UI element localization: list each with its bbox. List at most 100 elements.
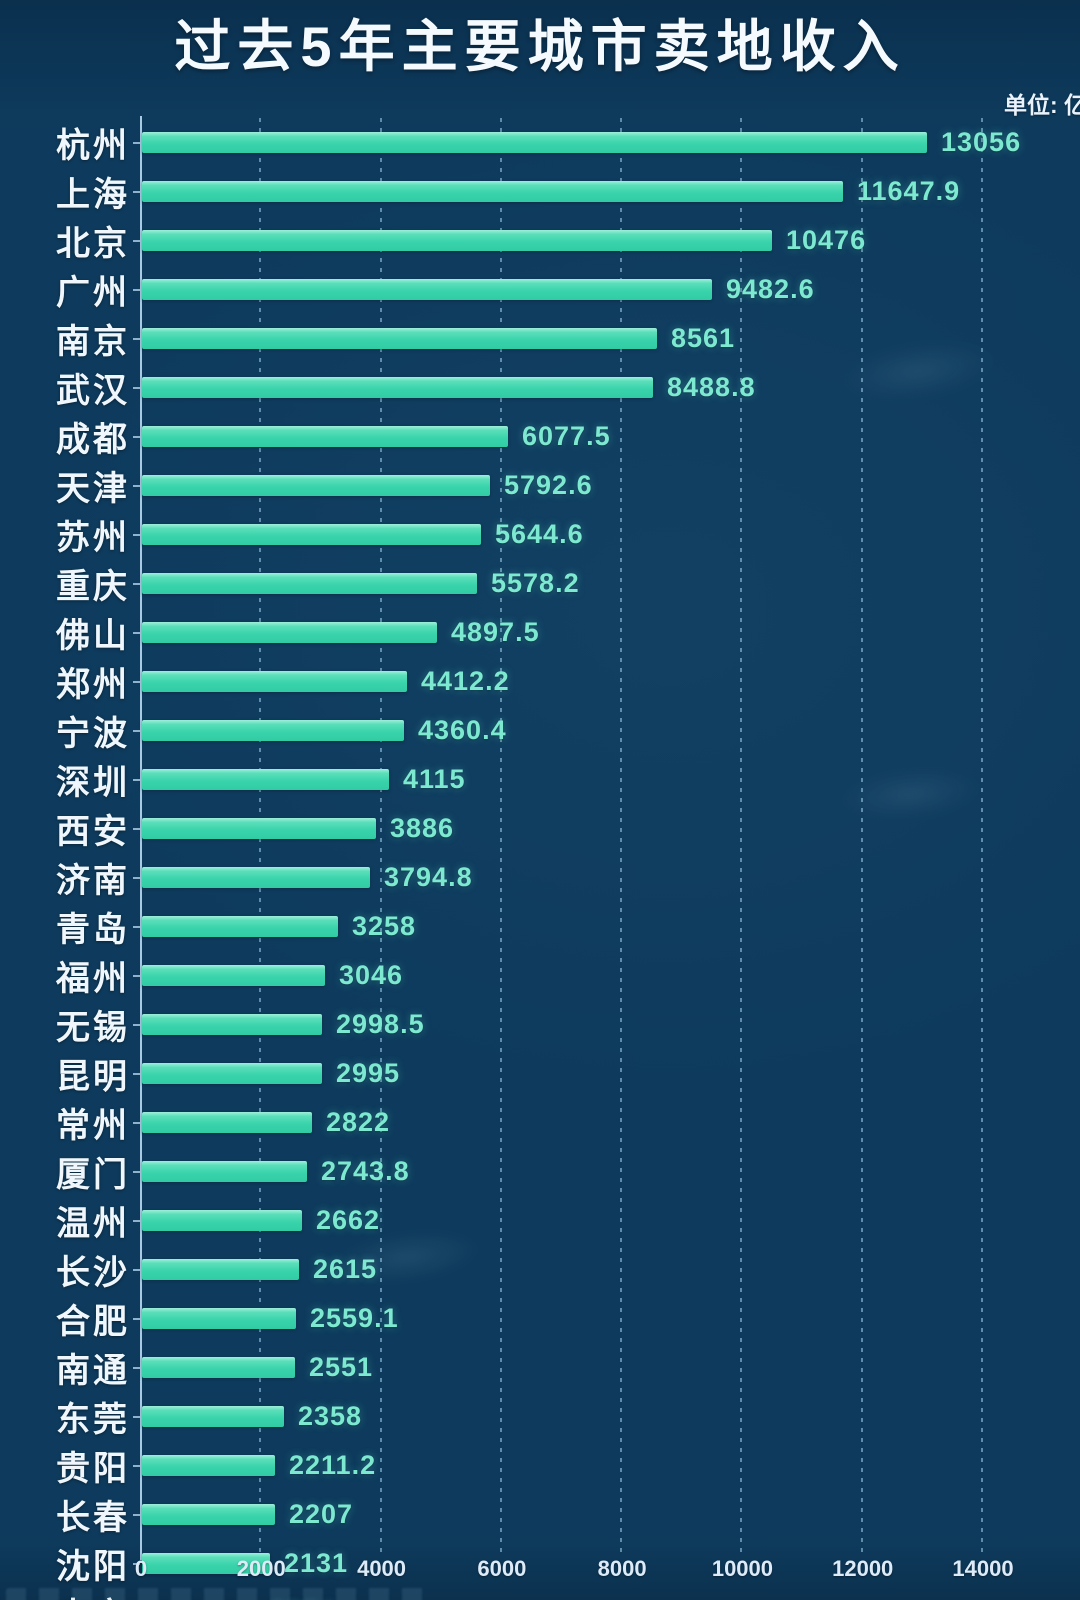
- category-label: 南通: [56, 1352, 130, 1390]
- category-label: 福州: [56, 960, 130, 998]
- category-label: 南宁: [0, 1588, 130, 1600]
- value-label: 3794.8: [384, 862, 473, 892]
- bar: [142, 279, 712, 300]
- y-axis-tick: [133, 533, 140, 536]
- value-label: 9482.6: [726, 274, 815, 304]
- bar: [142, 573, 477, 594]
- category-label: 西安: [56, 813, 130, 851]
- y-axis-tick: [133, 1464, 140, 1467]
- y-axis-tick: [133, 631, 140, 634]
- bar-row: 成都 6077.5: [0, 412, 1080, 461]
- value-label: 2207: [289, 1499, 354, 1529]
- y-axis-tick: [133, 1562, 140, 1565]
- bar: [142, 1504, 275, 1525]
- y-axis-tick: [133, 729, 140, 732]
- value-label: 1904: [271, 1597, 335, 1600]
- x-tick-label: 6000: [477, 1556, 527, 1581]
- bar-row: 无锡 2998.5: [0, 1000, 1080, 1049]
- bar-row: 苏州 5644.6: [0, 510, 1080, 559]
- category-label: 贵阳: [56, 1450, 130, 1488]
- y-axis-tick: [133, 1072, 140, 1075]
- value-label: 2615: [313, 1254, 378, 1284]
- bar: [142, 1161, 307, 1182]
- bar: [142, 524, 481, 545]
- bar-row: 厦门 2743.8: [0, 1147, 1080, 1196]
- y-axis-tick: [133, 288, 140, 291]
- value-label: 5792.6: [504, 470, 593, 500]
- y-axis-tick: [133, 1317, 140, 1320]
- bar-row: 上海 11647.9: [0, 167, 1080, 216]
- bar-rows: 杭州 13056 上海 11647.9 北京 10476 广州 9482.6 南京 8561 武汉 8…: [0, 118, 1080, 1600]
- category-label: 天津: [56, 470, 130, 508]
- bar: [142, 1063, 322, 1084]
- category-label: 广州: [56, 274, 130, 312]
- value-label: 3046: [339, 960, 404, 990]
- x-axis-labels: 0 2000 4000 6000 8000 10000 12000 14000: [0, 1556, 1080, 1592]
- bar: [142, 818, 376, 839]
- bar: [142, 1357, 295, 1378]
- y-axis-tick: [133, 141, 140, 144]
- x-tick-label: 0: [134, 1556, 148, 1581]
- y-axis-tick: [133, 827, 140, 830]
- bar: [142, 181, 843, 202]
- unit-label: 单位: 亿: [1004, 92, 1080, 118]
- value-label: 2559.1: [310, 1303, 399, 1333]
- bar-row: 青岛 3258: [0, 902, 1080, 951]
- category-label: 长春: [56, 1499, 130, 1537]
- bar-row: 贵阳 2211.2: [0, 1441, 1080, 1490]
- bar: [142, 1014, 322, 1035]
- bar-row: 长春 2207: [0, 1490, 1080, 1539]
- bar: [142, 1308, 296, 1329]
- bar-row: 南通 2551: [0, 1343, 1080, 1392]
- value-label: 8488.8: [667, 372, 756, 402]
- y-axis-tick: [133, 435, 140, 438]
- category-label: 深圳: [56, 764, 130, 802]
- value-label: 2743.8: [321, 1156, 410, 1186]
- y-axis-tick: [133, 484, 140, 487]
- bar: [142, 1210, 302, 1231]
- bar: [142, 867, 370, 888]
- value-label: 8561: [671, 323, 736, 353]
- value-label: 4412.2: [421, 666, 510, 696]
- category-label: 长沙: [56, 1254, 130, 1292]
- category-label: 温州: [56, 1205, 130, 1243]
- y-axis-tick: [133, 876, 140, 879]
- value-label: 4897.5: [451, 617, 540, 647]
- value-label: 2998.5: [336, 1009, 425, 1039]
- gridline-12000: [860, 118, 863, 1556]
- bar-row: 重庆 5578.2: [0, 559, 1080, 608]
- bar-chart: 杭州 13056 上海 11647.9 北京 10476 广州 9482.6 南京 8561 武汉 8…: [0, 116, 1080, 1600]
- bar: [142, 132, 927, 153]
- y-axis-tick: [133, 1268, 140, 1271]
- value-label: 5644.6: [495, 519, 584, 549]
- value-label: 11647.9: [857, 176, 961, 206]
- bar-row: 佛山 4897.5: [0, 608, 1080, 657]
- y-axis-tick: [133, 1121, 140, 1124]
- bar: [142, 426, 508, 447]
- category-label: 成都: [56, 421, 130, 459]
- category-label: 南京: [56, 323, 130, 361]
- bar: [142, 671, 407, 692]
- y-axis-tick: [133, 582, 140, 585]
- bar-row: 沈阳 2131: [0, 1539, 1080, 1588]
- value-label: 2211.2: [289, 1450, 377, 1480]
- y-axis-tick: [133, 190, 140, 193]
- bar-row: 广州 9482.6: [0, 265, 1080, 314]
- value-label: 4360.4: [418, 715, 507, 745]
- bar-row: 南京 8561: [0, 314, 1080, 363]
- value-label: 6077.5: [522, 421, 611, 451]
- y-axis-tick: [133, 680, 140, 683]
- category-label: 上海: [56, 176, 130, 214]
- category-label: 郑州: [56, 666, 130, 704]
- x-tick-label: 14000: [952, 1556, 1014, 1581]
- bar: [142, 720, 404, 741]
- y-axis-tick: [133, 1513, 140, 1516]
- bar: [142, 622, 437, 643]
- value-label: 10476: [786, 225, 867, 255]
- category-label: 昆明: [56, 1058, 130, 1096]
- value-label: 4115: [403, 764, 466, 794]
- gridline-10000: [740, 118, 743, 1556]
- bar-row: 常州 2822: [0, 1098, 1080, 1147]
- y-axis-tick: [133, 1219, 140, 1222]
- bar-row: 深圳 4115: [0, 755, 1080, 804]
